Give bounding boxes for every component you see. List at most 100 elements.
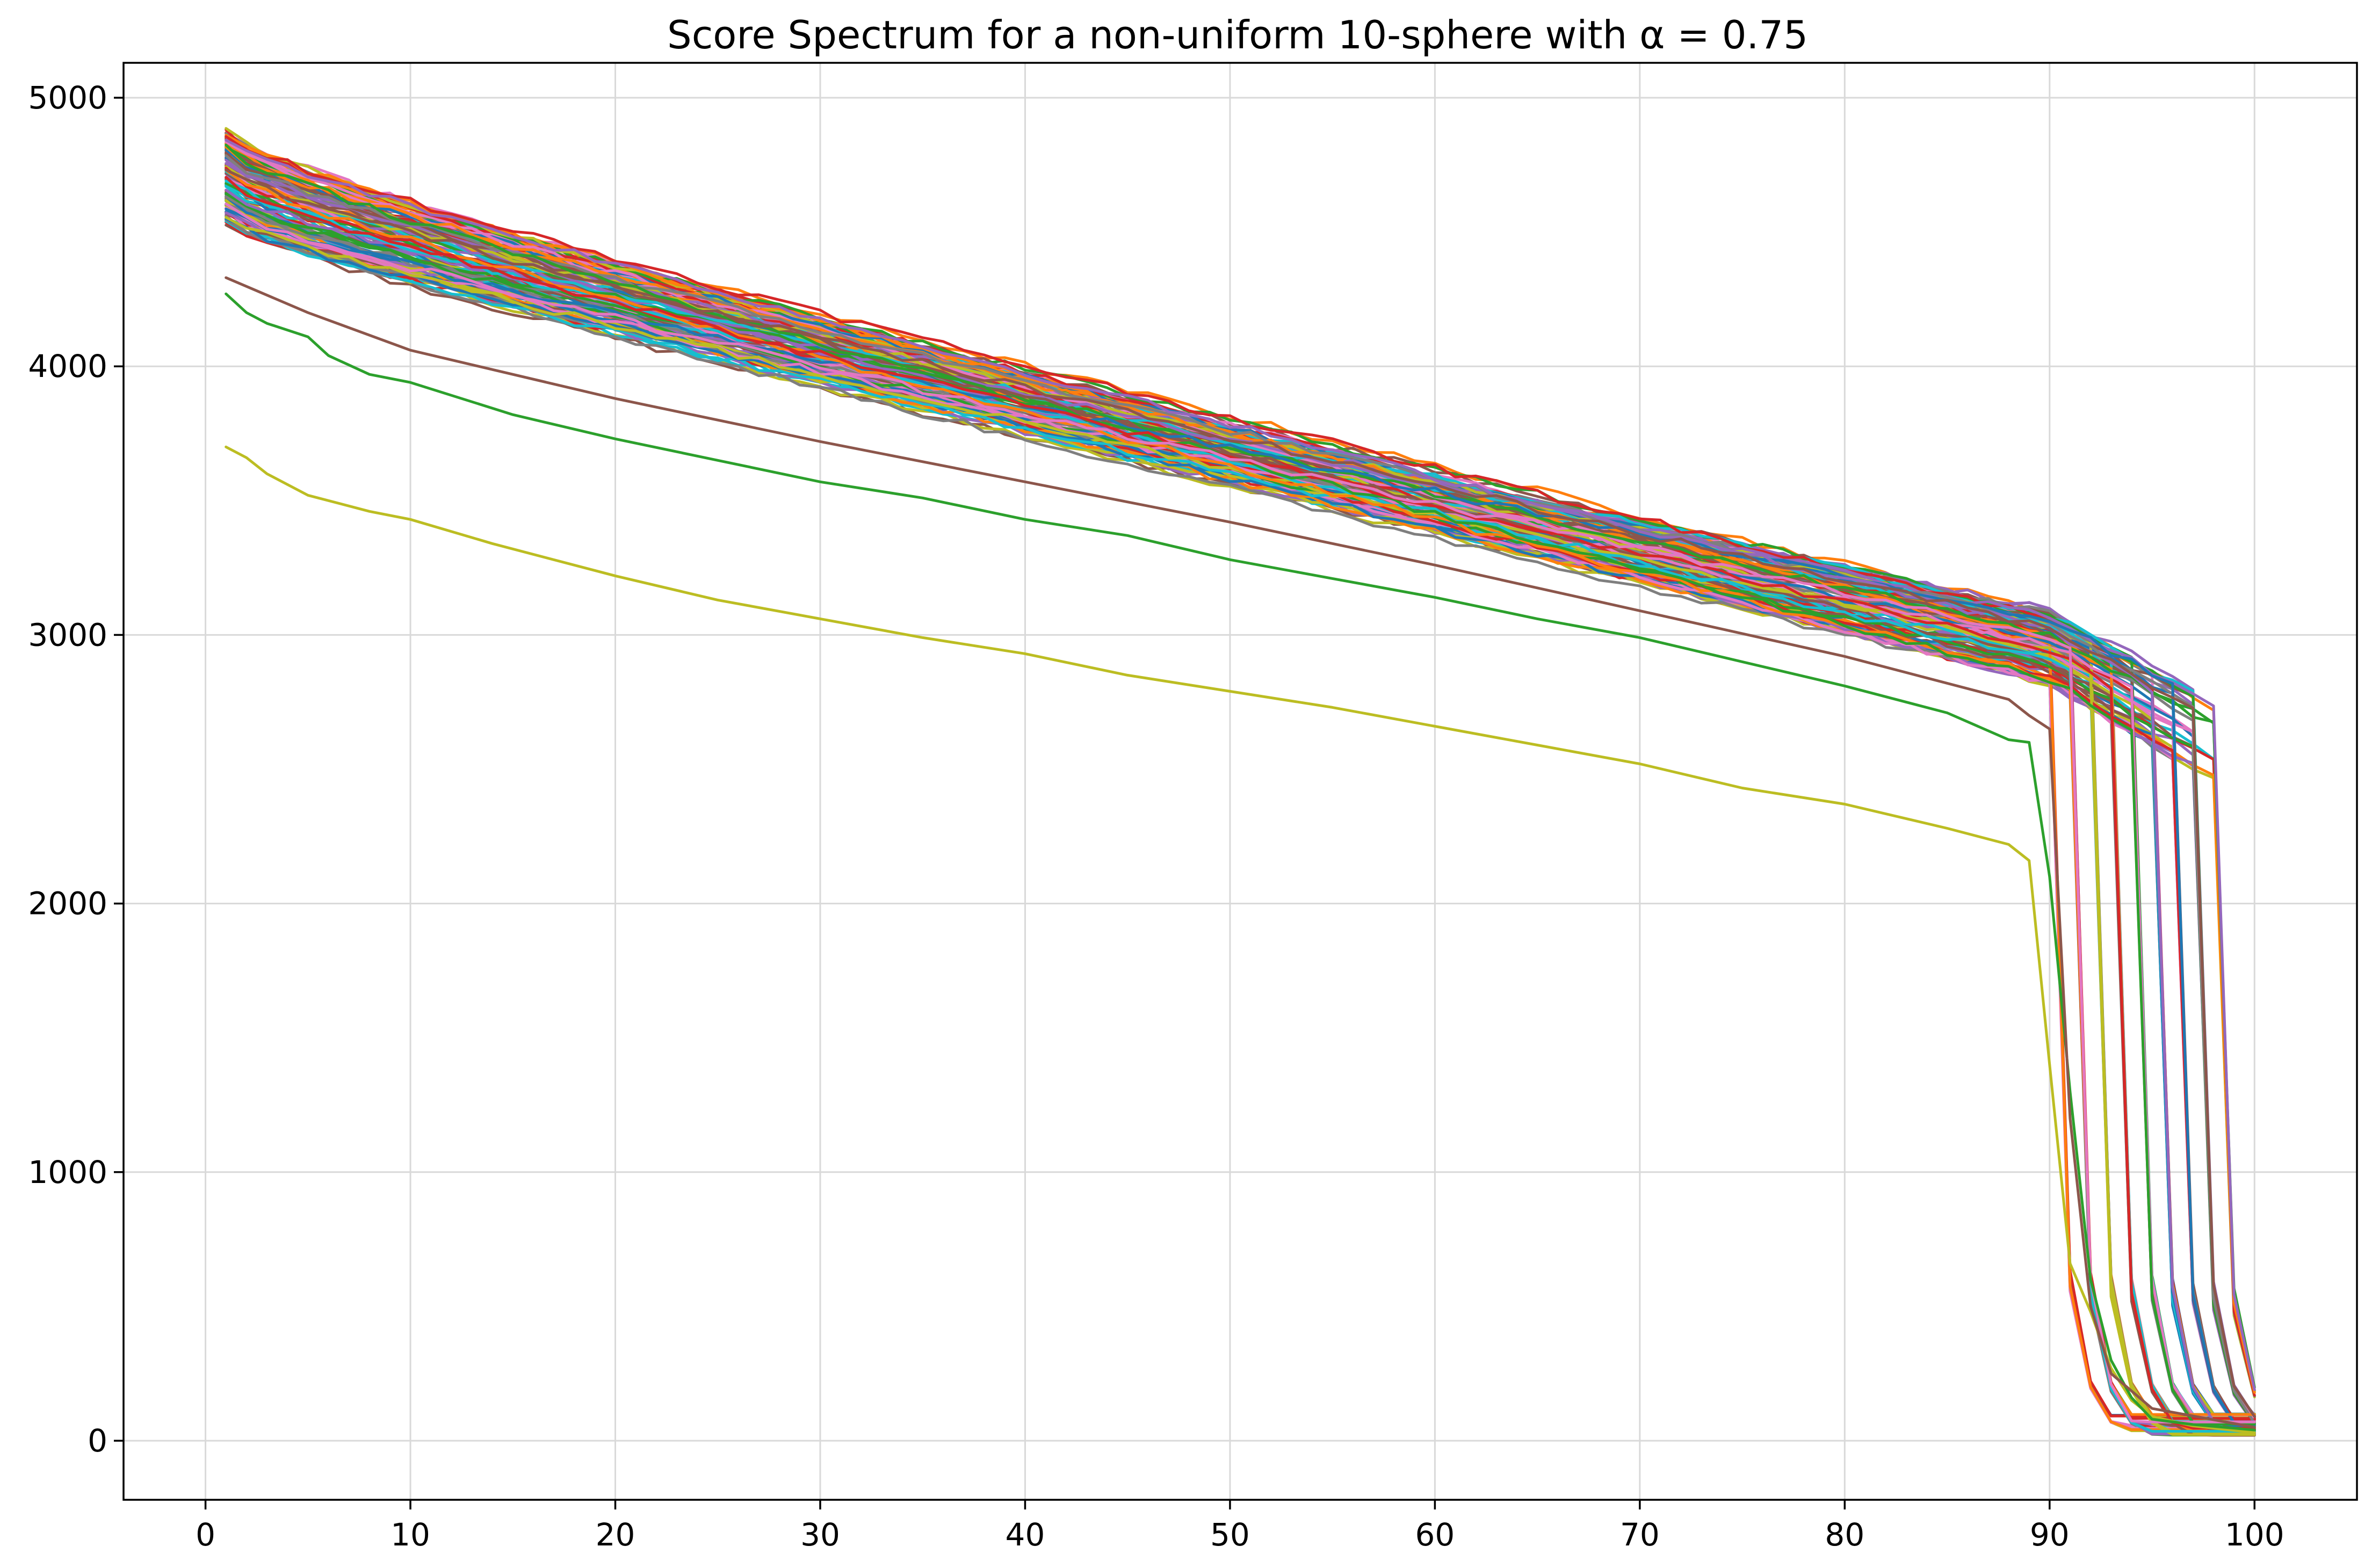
series-line xyxy=(225,189,2256,1434)
series-line xyxy=(225,158,2256,1417)
x-tick-label: 100 xyxy=(2225,1516,2284,1553)
series-line xyxy=(225,171,2256,1426)
series-line xyxy=(225,204,2256,1418)
series-line xyxy=(225,164,2256,1435)
series-line xyxy=(225,157,2256,1425)
series-line xyxy=(225,199,2256,1428)
series-line xyxy=(225,204,2256,1428)
series-line xyxy=(225,140,2256,1421)
series-line xyxy=(225,144,2256,1420)
series-line xyxy=(225,168,2256,1392)
series-line xyxy=(225,172,2256,1420)
series-line xyxy=(225,183,2256,1425)
series-line xyxy=(225,191,2256,1415)
series-line xyxy=(225,217,2256,1427)
series-line xyxy=(225,217,2256,1418)
series-line xyxy=(225,199,2256,1432)
x-tick-label: 10 xyxy=(390,1516,430,1553)
series-line xyxy=(225,169,2256,1416)
series-line xyxy=(225,136,2256,1431)
series-line xyxy=(225,211,2256,1429)
series-line xyxy=(225,146,2256,1426)
series-line xyxy=(225,166,2256,1430)
series-line xyxy=(225,135,2256,1426)
series-line xyxy=(225,196,2256,1433)
series-line xyxy=(225,150,2256,1430)
series-line xyxy=(225,214,2256,1425)
series-line xyxy=(225,215,2256,1436)
series-line xyxy=(225,203,2256,1424)
series-line xyxy=(225,132,2256,1419)
series-line xyxy=(225,185,2256,1397)
series-line xyxy=(225,142,2256,1422)
series-line xyxy=(225,151,2256,1433)
series-line xyxy=(225,198,2256,1419)
series-line xyxy=(225,191,2256,1419)
series-line xyxy=(225,135,2256,1419)
y-tick-label: 3000 xyxy=(28,616,107,653)
series-line xyxy=(225,169,2256,1418)
series-line xyxy=(225,195,2256,1433)
series-line xyxy=(225,210,2256,1421)
series-line xyxy=(225,292,2256,1432)
x-tick-label: 50 xyxy=(1210,1516,1250,1553)
series-line xyxy=(225,217,2256,1426)
series-line xyxy=(225,170,2256,1425)
series-line xyxy=(225,166,2256,1427)
series-line xyxy=(225,207,2256,1432)
series-line xyxy=(225,162,2256,1435)
series-line xyxy=(225,188,2256,1418)
series-line xyxy=(225,221,2256,1427)
x-tick-label: 40 xyxy=(1006,1516,1045,1553)
x-tick-label: 70 xyxy=(1620,1516,1660,1553)
series-line xyxy=(225,137,2256,1416)
series-line xyxy=(225,183,2256,1417)
series-line xyxy=(225,213,2256,1426)
series-line xyxy=(225,142,2256,1420)
series-line xyxy=(225,145,2256,1420)
series-line xyxy=(225,182,2256,1389)
series-line xyxy=(225,206,2256,1417)
series-line xyxy=(225,182,2256,1424)
series-line xyxy=(225,132,2256,1420)
y-tick-label: 2000 xyxy=(28,885,107,922)
series-line xyxy=(225,154,2256,1425)
series-line xyxy=(225,195,2256,1436)
series-line xyxy=(225,138,2256,1436)
series-line xyxy=(225,207,2256,1425)
series-line xyxy=(225,163,2256,1427)
series-line xyxy=(225,179,2256,1433)
series-line xyxy=(225,211,2256,1433)
series-line xyxy=(225,146,2256,1433)
series-line xyxy=(225,148,2256,1436)
y-tick-label: 4000 xyxy=(28,348,107,384)
series-line xyxy=(225,128,2256,1432)
grid xyxy=(124,63,2357,1500)
series-line xyxy=(225,149,2256,1431)
series-line xyxy=(225,157,2256,1427)
series-line xyxy=(225,168,2256,1428)
series-line xyxy=(225,199,2256,1426)
series-line xyxy=(225,142,2256,1394)
series-line xyxy=(225,149,2256,1421)
series-line xyxy=(225,218,2256,1418)
series-line xyxy=(225,131,2256,1427)
series-line xyxy=(225,199,2256,1416)
series-line xyxy=(225,163,2256,1437)
x-tick-label: 30 xyxy=(800,1516,840,1553)
series-line xyxy=(225,152,2256,1437)
series-line xyxy=(225,211,2256,1428)
series-line xyxy=(225,176,2256,1397)
series-layer xyxy=(225,127,2256,1437)
series-line xyxy=(225,164,2256,1427)
series-line xyxy=(225,156,2256,1421)
chart-title: Score Spectrum for a non-uniform 10-sphe… xyxy=(667,12,1808,57)
series-line xyxy=(225,217,2256,1426)
x-tick-label: 80 xyxy=(1825,1516,1864,1553)
series-line xyxy=(225,223,2256,1429)
series-line xyxy=(225,147,2256,1429)
series-line xyxy=(225,184,2256,1416)
series-line xyxy=(225,176,2256,1430)
